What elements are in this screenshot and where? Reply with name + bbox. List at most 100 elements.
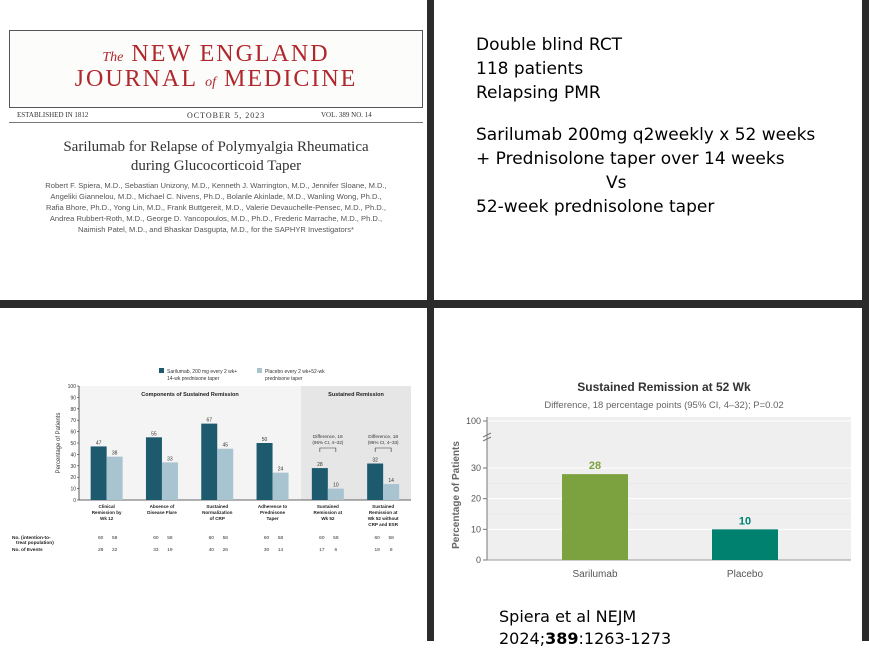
y-axis-label: Percentage of Patients	[56, 413, 62, 474]
category-label: Remission at	[314, 510, 343, 515]
group-header: Sustained Remission	[328, 392, 384, 398]
established: ESTABLISHED IN 1812	[17, 111, 89, 119]
itt-count: 60	[98, 535, 104, 541]
article-title: Sarilumab for Relapse of Polymyalgia Rhe…	[9, 138, 423, 176]
citation: Spiera et al NEJM 2024;389:1263-1273	[499, 606, 671, 650]
bar-value-label: 10	[333, 483, 339, 489]
bar-placebo	[272, 472, 289, 500]
bar-sarilumab	[201, 423, 218, 500]
itt-count: 60	[374, 535, 380, 541]
y-tick-label: 90	[70, 395, 76, 401]
bar-value-label: 14	[388, 478, 394, 484]
itt-count: 58	[112, 535, 118, 541]
y-tick-label: 10	[471, 524, 481, 534]
citation-pages: :1263-1273	[578, 629, 672, 648]
category-label: Sarilumab	[572, 569, 617, 580]
plot-background	[487, 417, 851, 560]
bar-sarilumab	[311, 468, 328, 500]
category-label: Remission by	[92, 510, 122, 515]
summary-line: 52-week prednisolone taper	[476, 197, 715, 217]
itt-count: 60	[209, 535, 215, 541]
trial-summary: Double blind RCT 118 patients Relapsing …	[476, 33, 815, 219]
issue-meta: ESTABLISHED IN 1812 OCTOBER 5, 2023 VOL.…	[9, 110, 423, 123]
category-label: Remission at	[369, 510, 398, 515]
itt-count: 58	[388, 535, 394, 541]
legend-label-sarilumab-2: 14-wk prednisone taper	[167, 376, 220, 382]
y-tick-label: 30	[471, 463, 481, 473]
author-line: Naimish Patel, M.D., and Bhaskar Dasgupt…	[77, 225, 355, 234]
table-row-label: No. (intention-to-	[12, 535, 51, 541]
citation-line2: 2024;389:1263-1273	[499, 628, 671, 650]
category-label: Taper	[266, 516, 278, 521]
y-tick-label: 100	[466, 416, 481, 426]
event-count: 40	[209, 547, 215, 553]
bar-value-label: 24	[278, 467, 284, 473]
bar-placebo	[106, 456, 123, 500]
summary-line: 118 patients	[476, 59, 584, 79]
table-row-label: No. of Events	[12, 547, 43, 553]
article-title-line2: during Glucocorticoid Taper	[130, 158, 302, 174]
bar-value-label: 32	[372, 458, 378, 464]
itt-count: 60	[153, 535, 159, 541]
issue-date: OCTOBER 5, 2023	[187, 111, 266, 120]
masthead-medicine: MEDICINE	[224, 66, 358, 92]
difference-ci: (95% CI, 4–32)	[312, 440, 343, 445]
bar-sarilumab	[562, 474, 628, 560]
legend-label-sarilumab: Sarilumab, 200 mg every 2 wk+	[167, 369, 237, 375]
right-edge-divider	[862, 0, 869, 641]
legend-swatch-sarilumab	[159, 368, 164, 373]
y-tick-label: 40	[70, 452, 76, 458]
summary-vs: Vs	[606, 173, 627, 193]
y-tick-label: 50	[70, 441, 76, 447]
axis-break	[482, 432, 492, 442]
author-line: Robert F. Spiera, M.D., Sebastian Unizon…	[45, 181, 387, 190]
summary-spacer	[476, 105, 815, 123]
author-line: Andrea Rubbert-Roth, M.D., George D. Yan…	[49, 214, 383, 223]
author-line: Angeliki Giannelou, M.D., Michael C. Niv…	[50, 192, 382, 201]
bar-placebo	[327, 488, 344, 500]
sustained-remission-chart: Sustained Remission at 52 Wk Difference, …	[451, 380, 851, 580]
category-label: Sustained	[372, 504, 394, 509]
y-tick-label: 20	[471, 494, 481, 504]
nejm-article-header: The NEW ENGLAND JOURNAL of MEDICINE ESTA…	[9, 30, 423, 300]
itt-count: 58	[333, 535, 339, 541]
masthead-of: of	[205, 75, 216, 90]
masthead-new-england: NEW ENGLAND	[131, 41, 330, 67]
citation-line1: Spiera et al NEJM	[499, 607, 637, 626]
category-label: Wk 52	[321, 516, 335, 521]
bar-value-label: 47	[96, 440, 102, 446]
legend-swatch-placebo	[257, 368, 262, 373]
bar-sarilumab	[256, 443, 273, 500]
bar-sarilumab	[145, 437, 162, 500]
bar-value-label: 38	[112, 451, 118, 457]
author-line: Rafia Bhore, Ph.D., Yong Lin, M.D., Fran…	[45, 203, 387, 212]
summary-line: Sarilumab 200mg q2weekly x 52 weeks	[476, 125, 816, 145]
category-label: Wk 12	[100, 516, 114, 521]
citation-volume: 389	[545, 629, 579, 648]
category-label: Normalization	[202, 510, 233, 515]
itt-count: 58	[278, 535, 284, 541]
volume-number: VOL. 389 NO. 14	[321, 111, 372, 119]
event-count: 33	[153, 547, 159, 553]
category-label: Disease Flare	[147, 510, 177, 515]
category-label: Adherence to	[258, 504, 288, 509]
category-label: Clinical	[98, 504, 114, 509]
legend-label-placebo-2: prednisone taper	[265, 376, 303, 382]
category-label: of CRP	[210, 516, 225, 521]
table-row-label: treat population)	[16, 540, 54, 546]
category-label: Prednisone	[260, 510, 285, 515]
y-tick-label: 70	[70, 418, 76, 424]
difference-bracket	[319, 447, 337, 452]
masthead-journal: JOURNAL	[74, 66, 198, 92]
y-tick-label: 20	[70, 475, 76, 481]
y-tick-label: 100	[68, 384, 77, 390]
components-bar-chart: Sarilumab, 200 mg every 2 wk+14-wk predn…	[12, 368, 411, 553]
event-count: 6	[335, 547, 338, 553]
bar-value-label: 28	[589, 460, 601, 472]
itt-count: 60	[319, 535, 325, 541]
bar-value-label: 45	[222, 443, 228, 449]
horizontal-divider	[0, 300, 869, 308]
event-count: 26	[223, 547, 229, 553]
bar-value-label: 55	[151, 431, 157, 437]
bar-value-label: 50	[262, 437, 268, 443]
